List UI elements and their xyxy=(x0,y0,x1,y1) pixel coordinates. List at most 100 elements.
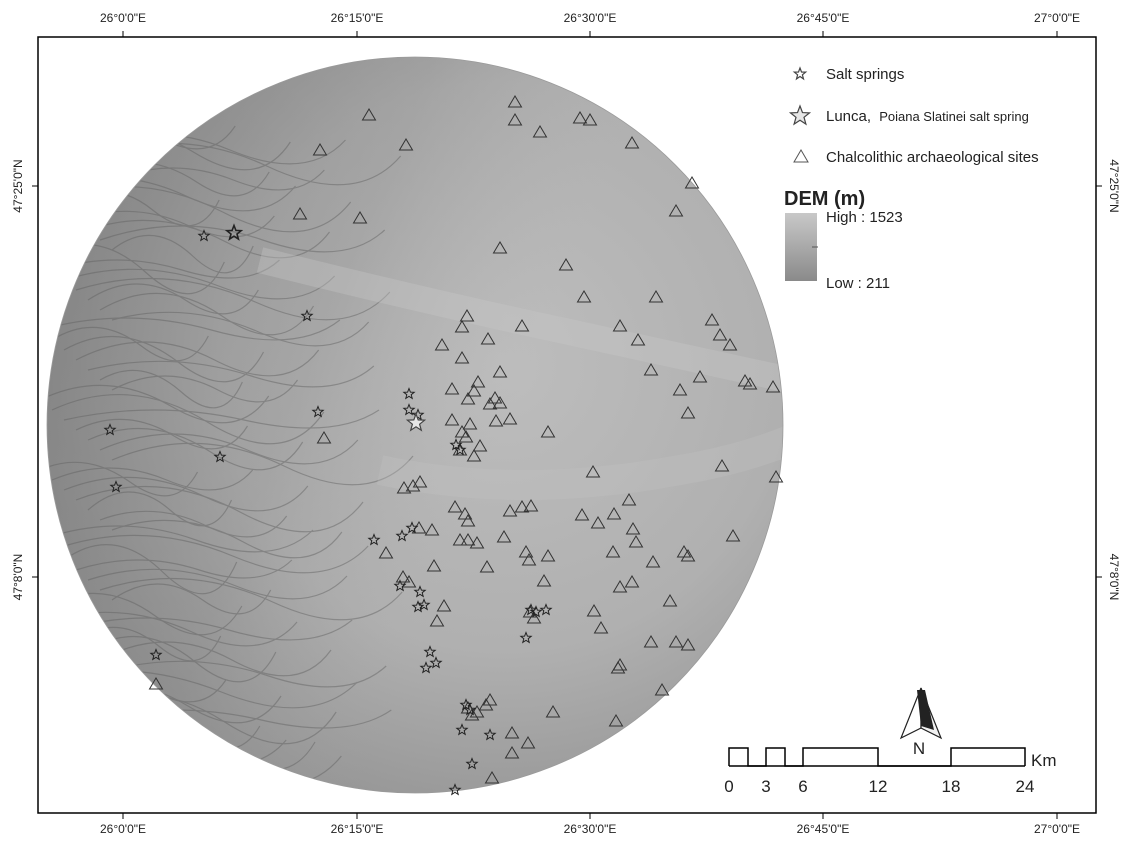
archaeological-site-marker xyxy=(405,479,421,492)
archaeological-site-marker xyxy=(606,507,622,520)
salt-spring-marker xyxy=(455,723,469,736)
salt-spring-marker xyxy=(529,605,543,618)
archaeological-site-marker xyxy=(507,95,523,108)
salt-spring-marker xyxy=(483,728,497,741)
lunca-star xyxy=(405,412,427,432)
archaeological-site-marker xyxy=(466,449,482,462)
salt-spring-marker xyxy=(402,387,416,400)
archaeological-site-marker xyxy=(624,136,640,149)
graticule-ticks xyxy=(32,31,1102,819)
archaeological-site-marker xyxy=(643,363,659,376)
archaeological-site-marker xyxy=(395,570,411,583)
archaeological-site-marker xyxy=(608,714,624,727)
salt-spring-marker xyxy=(429,656,443,669)
top-label-27-0: 27°0'0"E xyxy=(1034,11,1080,25)
legend-site-triangle-icon xyxy=(793,149,809,163)
archaeological-site-marker xyxy=(574,508,590,521)
archaeological-site-marker xyxy=(434,338,450,351)
archaeological-site-marker xyxy=(482,397,498,410)
salt-spring-marker xyxy=(411,408,425,421)
archaeological-site-marker xyxy=(460,514,476,527)
archaeological-site-marker xyxy=(496,530,512,543)
archaeological-site-marker xyxy=(680,406,696,419)
archaeological-site-marker xyxy=(352,211,368,224)
archaeological-site-marker xyxy=(692,370,708,383)
left-label-47-25: 47°25'0"N xyxy=(11,159,25,212)
right-label-47-8: 47°8'0"N xyxy=(1107,554,1121,601)
archaeological-site-marker xyxy=(605,545,621,558)
archaeological-site-marker xyxy=(502,412,518,425)
archaeological-site-marker xyxy=(662,594,678,607)
archaeological-site-marker xyxy=(462,417,478,430)
salt-spring-marker xyxy=(448,783,462,796)
legend-dem-high: High : 1523 xyxy=(826,209,903,226)
scale-tick-3: 3 xyxy=(761,777,770,796)
archaeological-site-marker xyxy=(492,396,508,409)
archaeological-site-marker xyxy=(545,705,561,718)
legend-star-shape xyxy=(792,66,808,81)
salt-springs-layer xyxy=(103,223,553,796)
scale-tick-24: 24 xyxy=(1016,777,1035,796)
salt-spring-marker xyxy=(311,405,325,418)
archaeological-site-marker xyxy=(292,207,308,220)
archaeological-site-marker xyxy=(684,176,700,189)
salt-spring-marker xyxy=(405,521,419,534)
archaeological-site-marker xyxy=(487,391,503,404)
salt-spring-marker xyxy=(463,703,477,716)
archaeological-site-marker xyxy=(582,113,598,126)
archaeological-site-marker xyxy=(624,575,640,588)
salt-spring-marker xyxy=(411,600,425,613)
scale-tick-6: 6 xyxy=(798,777,807,796)
archaeological-site-marker xyxy=(507,113,523,126)
archaeological-site-marker xyxy=(520,736,536,749)
top-label-26-45: 26°45'0"E xyxy=(797,11,850,25)
archaeological-site-marker xyxy=(610,661,626,674)
legend-bigstar-shape xyxy=(788,104,812,126)
archaeological-site-marker xyxy=(518,545,534,558)
salt-spring-marker xyxy=(402,403,416,416)
archaeological-site-marker xyxy=(436,599,452,612)
legend-dem-title: DEM (m) xyxy=(784,188,865,210)
salt-spring-marker xyxy=(109,480,123,493)
salt-spring-marker xyxy=(519,631,533,644)
archaeological-site-marker xyxy=(492,241,508,254)
archaeological-site-marker xyxy=(523,499,539,512)
archaeological-site-marker xyxy=(704,313,720,326)
archaeological-site-marker xyxy=(488,414,504,427)
archaeological-site-marker xyxy=(765,380,781,393)
archaeological-site-marker xyxy=(668,635,684,648)
salt-spring-marker xyxy=(213,450,227,463)
scale-tick-0: 0 xyxy=(724,777,733,796)
archaeological-site-marker xyxy=(398,138,414,151)
archaeological-site-marker xyxy=(590,516,606,529)
archaeological-site-marker xyxy=(672,383,688,396)
legend-lunca-star-icon xyxy=(788,104,812,126)
left-label-47-8: 47°8'0"N xyxy=(11,554,25,601)
salt-spring-marker xyxy=(453,443,467,456)
archaeological-site-marker xyxy=(424,523,440,536)
north-arrow: N xyxy=(899,687,943,758)
salt-spring-marker xyxy=(449,438,463,451)
salt-spring-marker xyxy=(393,579,407,592)
archaeological-site-marker xyxy=(572,111,588,124)
archaeological-site-marker xyxy=(680,549,696,562)
archaeological-site-marker xyxy=(484,771,500,784)
archaeological-site-marker xyxy=(504,746,520,759)
archaeological-site-marker xyxy=(457,507,473,520)
archaeological-site-marker xyxy=(480,332,496,345)
archaeological-site-marker xyxy=(612,580,628,593)
bottom-label-26-45: 26°45'0"E xyxy=(797,822,850,836)
salt-spring-marker xyxy=(539,603,553,616)
bottom-label-26-30: 26°30'0"E xyxy=(564,822,617,836)
archaeological-site-marker xyxy=(593,621,609,634)
archaeological-site-marker xyxy=(412,475,428,488)
legend-salt-spring-icon xyxy=(792,66,808,81)
bottom-label-27-0: 27°0'0"E xyxy=(1034,822,1080,836)
archaeological-site-marker xyxy=(532,125,548,138)
archaeological-site-marker xyxy=(466,384,482,397)
salt-spring-marker xyxy=(465,757,479,770)
archaeological-site-marker xyxy=(725,529,741,542)
salt-spring-marker xyxy=(419,661,433,674)
salt-spring-marker xyxy=(524,603,538,616)
salt-spring-marker xyxy=(149,648,163,661)
